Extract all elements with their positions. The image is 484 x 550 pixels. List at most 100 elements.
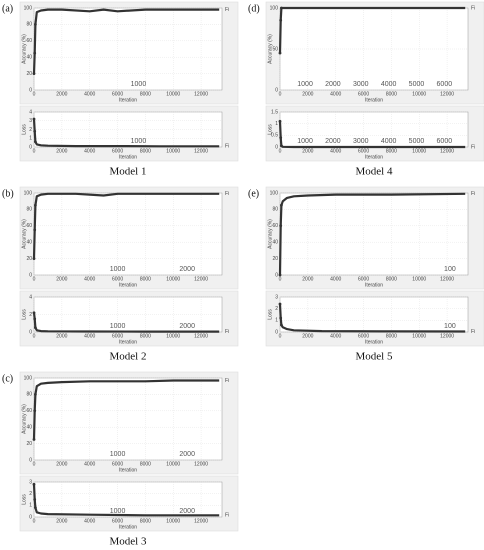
x-tick-label: 2000 <box>302 333 313 339</box>
x-tick-label: 6000 <box>358 148 369 154</box>
x-axis-label: Iteration <box>119 282 137 288</box>
y-tick-label: 60 <box>26 408 32 414</box>
point <box>33 393 37 396</box>
x-tick-label: 6000 <box>112 91 123 97</box>
y-tick-label: 4 <box>29 109 32 115</box>
epoch-annotation: 2000 <box>179 451 195 458</box>
point <box>279 203 283 207</box>
x-tick-label: 8000 <box>140 91 151 97</box>
y-tick-label: 0 <box>29 457 32 463</box>
x-tick-label: 0 <box>33 333 36 339</box>
x-tick-label: 0 <box>279 276 282 282</box>
point <box>32 117 36 121</box>
x-tick-label: 0 <box>279 333 282 339</box>
x-tick-label: 6000 <box>112 333 123 339</box>
x-tick-label: 10000 <box>166 461 180 467</box>
x-tick-label: 6000 <box>358 276 369 282</box>
y-tick-label: 1.5 <box>271 109 278 115</box>
y-tick-label: 100 <box>24 375 33 381</box>
end-label: Fi <box>471 144 475 150</box>
end-label: Fi <box>225 7 229 13</box>
x-tick-label: 6000 <box>112 148 123 154</box>
panel-caption: Model 3 <box>110 536 147 548</box>
series-line <box>32 379 220 440</box>
plot-area <box>279 296 469 333</box>
x-tick-label: 2000 <box>56 518 67 524</box>
x-tick-label: 10000 <box>412 148 426 154</box>
y-axis-label: Accuracy (%) <box>21 34 27 64</box>
x-tick-label: 2000 <box>56 91 67 97</box>
x-axis-label: Iteration <box>119 524 137 530</box>
point <box>32 438 36 441</box>
epoch-annotation: 1000 <box>297 138 313 145</box>
panel-label: (b) <box>2 188 14 199</box>
x-tick-label: 12000 <box>194 518 208 524</box>
x-tick-label: 12000 <box>194 461 208 467</box>
x-axis-label: Iteration <box>365 154 383 160</box>
y-tick-label: 40 <box>26 425 32 431</box>
point <box>278 119 282 123</box>
y-tick-label: 0 <box>29 144 32 150</box>
end-label: Fi <box>225 513 229 519</box>
x-tick-label: 10000 <box>166 148 180 154</box>
panel-caption: Model 4 <box>356 166 393 178</box>
point <box>33 140 37 144</box>
x-tick-label: 4000 <box>330 91 341 97</box>
y-axis-label: Accuracy (%) <box>21 404 27 434</box>
y-axis-label: Accuracy (%) <box>267 219 273 249</box>
point <box>278 302 282 306</box>
point <box>32 311 36 315</box>
y-tick-label: 0 <box>275 272 278 278</box>
y-tick-label: 1 <box>275 318 278 324</box>
y-tick-label: 2 <box>29 312 32 318</box>
end-label: Fi <box>225 329 229 335</box>
point <box>279 224 283 228</box>
panel-caption: Model 1 <box>110 166 147 178</box>
epoch-annotation: 2000 <box>179 323 195 330</box>
x-tick-label: 2000 <box>56 461 67 467</box>
x-axis-label: Iteration <box>365 339 383 345</box>
x-tick-label: 6000 <box>112 461 123 467</box>
y-tick-label: 1 <box>29 136 32 142</box>
y-tick-label: 80 <box>26 22 32 28</box>
series-line <box>32 312 220 333</box>
x-tick-label: 10000 <box>166 91 180 97</box>
x-tick-label: 8000 <box>140 148 151 154</box>
epoch-annotation: 2000 <box>325 138 341 145</box>
x-axis-label: Iteration <box>365 282 383 288</box>
x-tick-label: 10000 <box>412 276 426 282</box>
x-tick-label: 10000 <box>166 276 180 282</box>
x-tick-label: 12000 <box>194 91 208 97</box>
x-tick-label: 8000 <box>386 276 397 282</box>
x-tick-label: 0 <box>33 91 36 97</box>
y-tick-label: 0 <box>29 514 32 520</box>
x-tick-label: 0 <box>279 91 282 97</box>
x-tick-label: 4000 <box>330 276 341 282</box>
x-tick-label: 2000 <box>56 333 67 339</box>
y-tick-label: 2 <box>29 491 32 497</box>
epoch-annotation: 3000 <box>353 81 369 88</box>
x-tick-label: 8000 <box>140 461 151 467</box>
y-tick-label: 0 <box>29 329 32 335</box>
y-tick-label: 0 <box>275 329 278 335</box>
x-tick-label: 12000 <box>194 148 208 154</box>
x-tick-label: 2000 <box>302 276 313 282</box>
epoch-annotation: 1000 <box>110 323 126 330</box>
x-axis-label: Iteration <box>119 339 137 345</box>
panel-caption: Model 5 <box>356 351 393 363</box>
x-tick-label: 12000 <box>440 276 454 282</box>
y-tick-label: 0 <box>275 87 278 93</box>
y-tick-label: 4 <box>29 294 32 300</box>
point <box>32 257 36 260</box>
y-axis-label: Loss <box>267 124 273 135</box>
x-tick-label: 4000 <box>84 148 95 154</box>
point <box>32 72 36 75</box>
x-tick-label: 0 <box>33 461 36 467</box>
epoch-annotation: 5000 <box>409 81 425 88</box>
epoch-annotation: 2000 <box>179 266 195 273</box>
epoch-annotation: 1000 <box>110 508 126 515</box>
y-tick-label: 40 <box>26 240 32 246</box>
x-tick-label: 8000 <box>140 518 151 524</box>
y-tick-label: 80 <box>26 392 32 398</box>
